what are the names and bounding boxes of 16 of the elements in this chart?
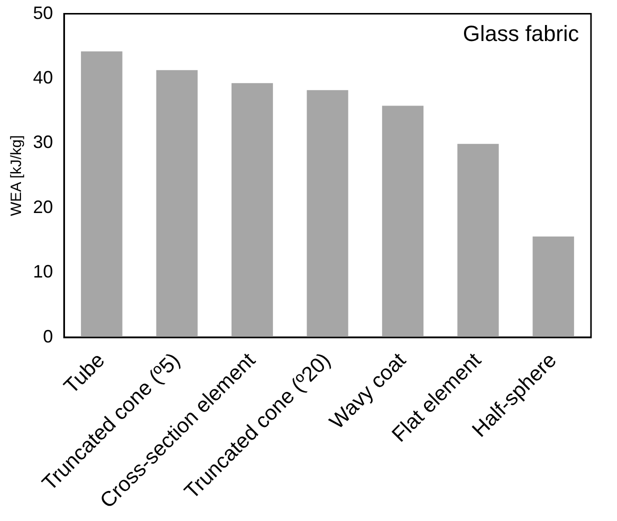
y-tick-label: 0	[43, 326, 54, 346]
x-tick-label: Tube	[60, 348, 110, 398]
bar	[80, 51, 122, 338]
bar	[306, 90, 348, 338]
annotation: Glass fabric	[462, 20, 579, 46]
y-tick-label: 30	[32, 132, 54, 152]
y-tick-label: 10	[32, 262, 54, 282]
bar	[457, 144, 499, 338]
bar	[382, 106, 424, 338]
y-tick-label: 20	[32, 196, 54, 217]
bar	[232, 83, 273, 338]
bar	[156, 70, 198, 338]
y-axis-title: WEA [kJ/kg]	[8, 135, 26, 216]
y-tick-label: 50	[32, 2, 54, 23]
y-tick-label: 40	[32, 68, 54, 88]
bar	[532, 236, 574, 338]
